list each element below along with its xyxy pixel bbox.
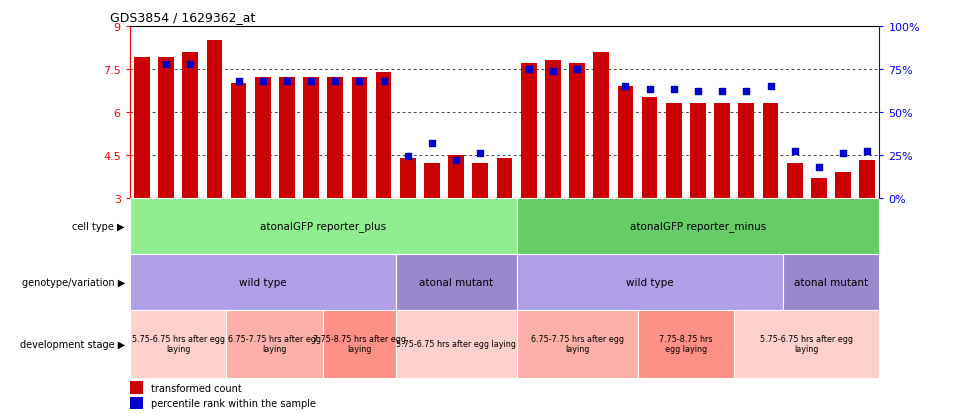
Text: wild type: wild type (626, 277, 674, 287)
Text: 5.75-6.75 hrs after egg
laying: 5.75-6.75 hrs after egg laying (760, 334, 853, 354)
Bar (517, 310, 637, 378)
Bar (400, 158, 416, 198)
Bar (642, 98, 657, 198)
Bar (424, 164, 440, 198)
Bar (859, 161, 875, 198)
Point (859, 149, 875, 155)
Text: percentile rank within the sample: percentile rank within the sample (151, 399, 316, 408)
Point (763, 83, 778, 90)
Bar (130, 254, 396, 310)
Bar (183, 52, 198, 198)
Bar (159, 58, 174, 198)
Text: 5.75-6.75 hrs after egg laying: 5.75-6.75 hrs after egg laying (396, 339, 516, 348)
Point (618, 83, 633, 90)
Bar (352, 78, 367, 198)
Point (255, 78, 270, 85)
Bar (497, 158, 512, 198)
Text: atonalGFP reporter_minus: atonalGFP reporter_minus (629, 221, 766, 232)
Point (352, 78, 367, 85)
Bar (517, 198, 879, 254)
Bar (227, 310, 323, 378)
Point (642, 87, 657, 94)
Bar (734, 310, 879, 378)
Point (376, 78, 391, 85)
Bar (714, 104, 730, 198)
Point (690, 89, 705, 95)
Bar (134, 58, 150, 198)
Point (400, 154, 415, 160)
Text: 6.75-7.75 hrs after egg
laying: 6.75-7.75 hrs after egg laying (530, 334, 624, 354)
Bar (328, 78, 343, 198)
Bar (618, 87, 633, 198)
Point (425, 140, 440, 147)
Bar (396, 254, 517, 310)
Bar (130, 198, 517, 254)
Bar (130, 310, 227, 378)
Text: GDS3854 / 1629362_at: GDS3854 / 1629362_at (111, 11, 256, 24)
Bar (473, 164, 488, 198)
Point (159, 61, 174, 68)
Bar (255, 78, 271, 198)
Bar (130, 382, 143, 394)
Bar (130, 397, 143, 410)
Point (811, 164, 826, 171)
Bar (782, 254, 879, 310)
Point (545, 68, 560, 75)
Bar (666, 104, 681, 198)
Text: atonal mutant: atonal mutant (419, 277, 493, 287)
Point (521, 66, 536, 73)
Point (280, 78, 295, 85)
Text: wild type: wild type (239, 277, 286, 287)
Bar (279, 78, 295, 198)
Bar (637, 310, 734, 378)
Point (231, 78, 246, 85)
Bar (738, 104, 754, 198)
Point (739, 89, 754, 95)
Point (666, 87, 681, 94)
Point (304, 78, 319, 85)
Bar (569, 64, 585, 198)
Bar (835, 173, 850, 198)
Bar (811, 178, 826, 198)
Text: 7.75-8.75 hrs after egg
laying: 7.75-8.75 hrs after egg laying (313, 334, 406, 354)
Bar (517, 254, 782, 310)
Text: transformed count: transformed count (151, 383, 241, 393)
Text: atonalGFP reporter_plus: atonalGFP reporter_plus (260, 221, 386, 232)
Text: cell type ▶: cell type ▶ (72, 221, 125, 231)
Text: atonal mutant: atonal mutant (794, 277, 868, 287)
Point (714, 89, 729, 95)
Bar (231, 84, 246, 198)
Bar (787, 164, 802, 198)
Bar (396, 310, 517, 378)
Text: genotype/variation ▶: genotype/variation ▶ (22, 277, 125, 287)
Bar (690, 104, 705, 198)
Point (787, 149, 802, 155)
Text: 7.75-8.75 hrs
egg laying: 7.75-8.75 hrs egg laying (659, 334, 713, 354)
Bar (207, 41, 222, 198)
Bar (376, 73, 391, 198)
Bar (763, 104, 778, 198)
Point (328, 78, 343, 85)
Bar (521, 64, 536, 198)
Point (835, 150, 850, 157)
Text: development stage ▶: development stage ▶ (19, 339, 125, 349)
Text: 5.75-6.75 hrs after egg
laying: 5.75-6.75 hrs after egg laying (132, 334, 225, 354)
Bar (323, 310, 396, 378)
Point (449, 157, 464, 164)
Bar (449, 155, 464, 198)
Bar (593, 52, 609, 198)
Point (473, 150, 488, 157)
Bar (304, 78, 319, 198)
Text: 6.75-7.75 hrs after egg
laying: 6.75-7.75 hrs after egg laying (229, 334, 321, 354)
Point (569, 66, 584, 73)
Point (183, 61, 198, 68)
Bar (545, 61, 561, 198)
